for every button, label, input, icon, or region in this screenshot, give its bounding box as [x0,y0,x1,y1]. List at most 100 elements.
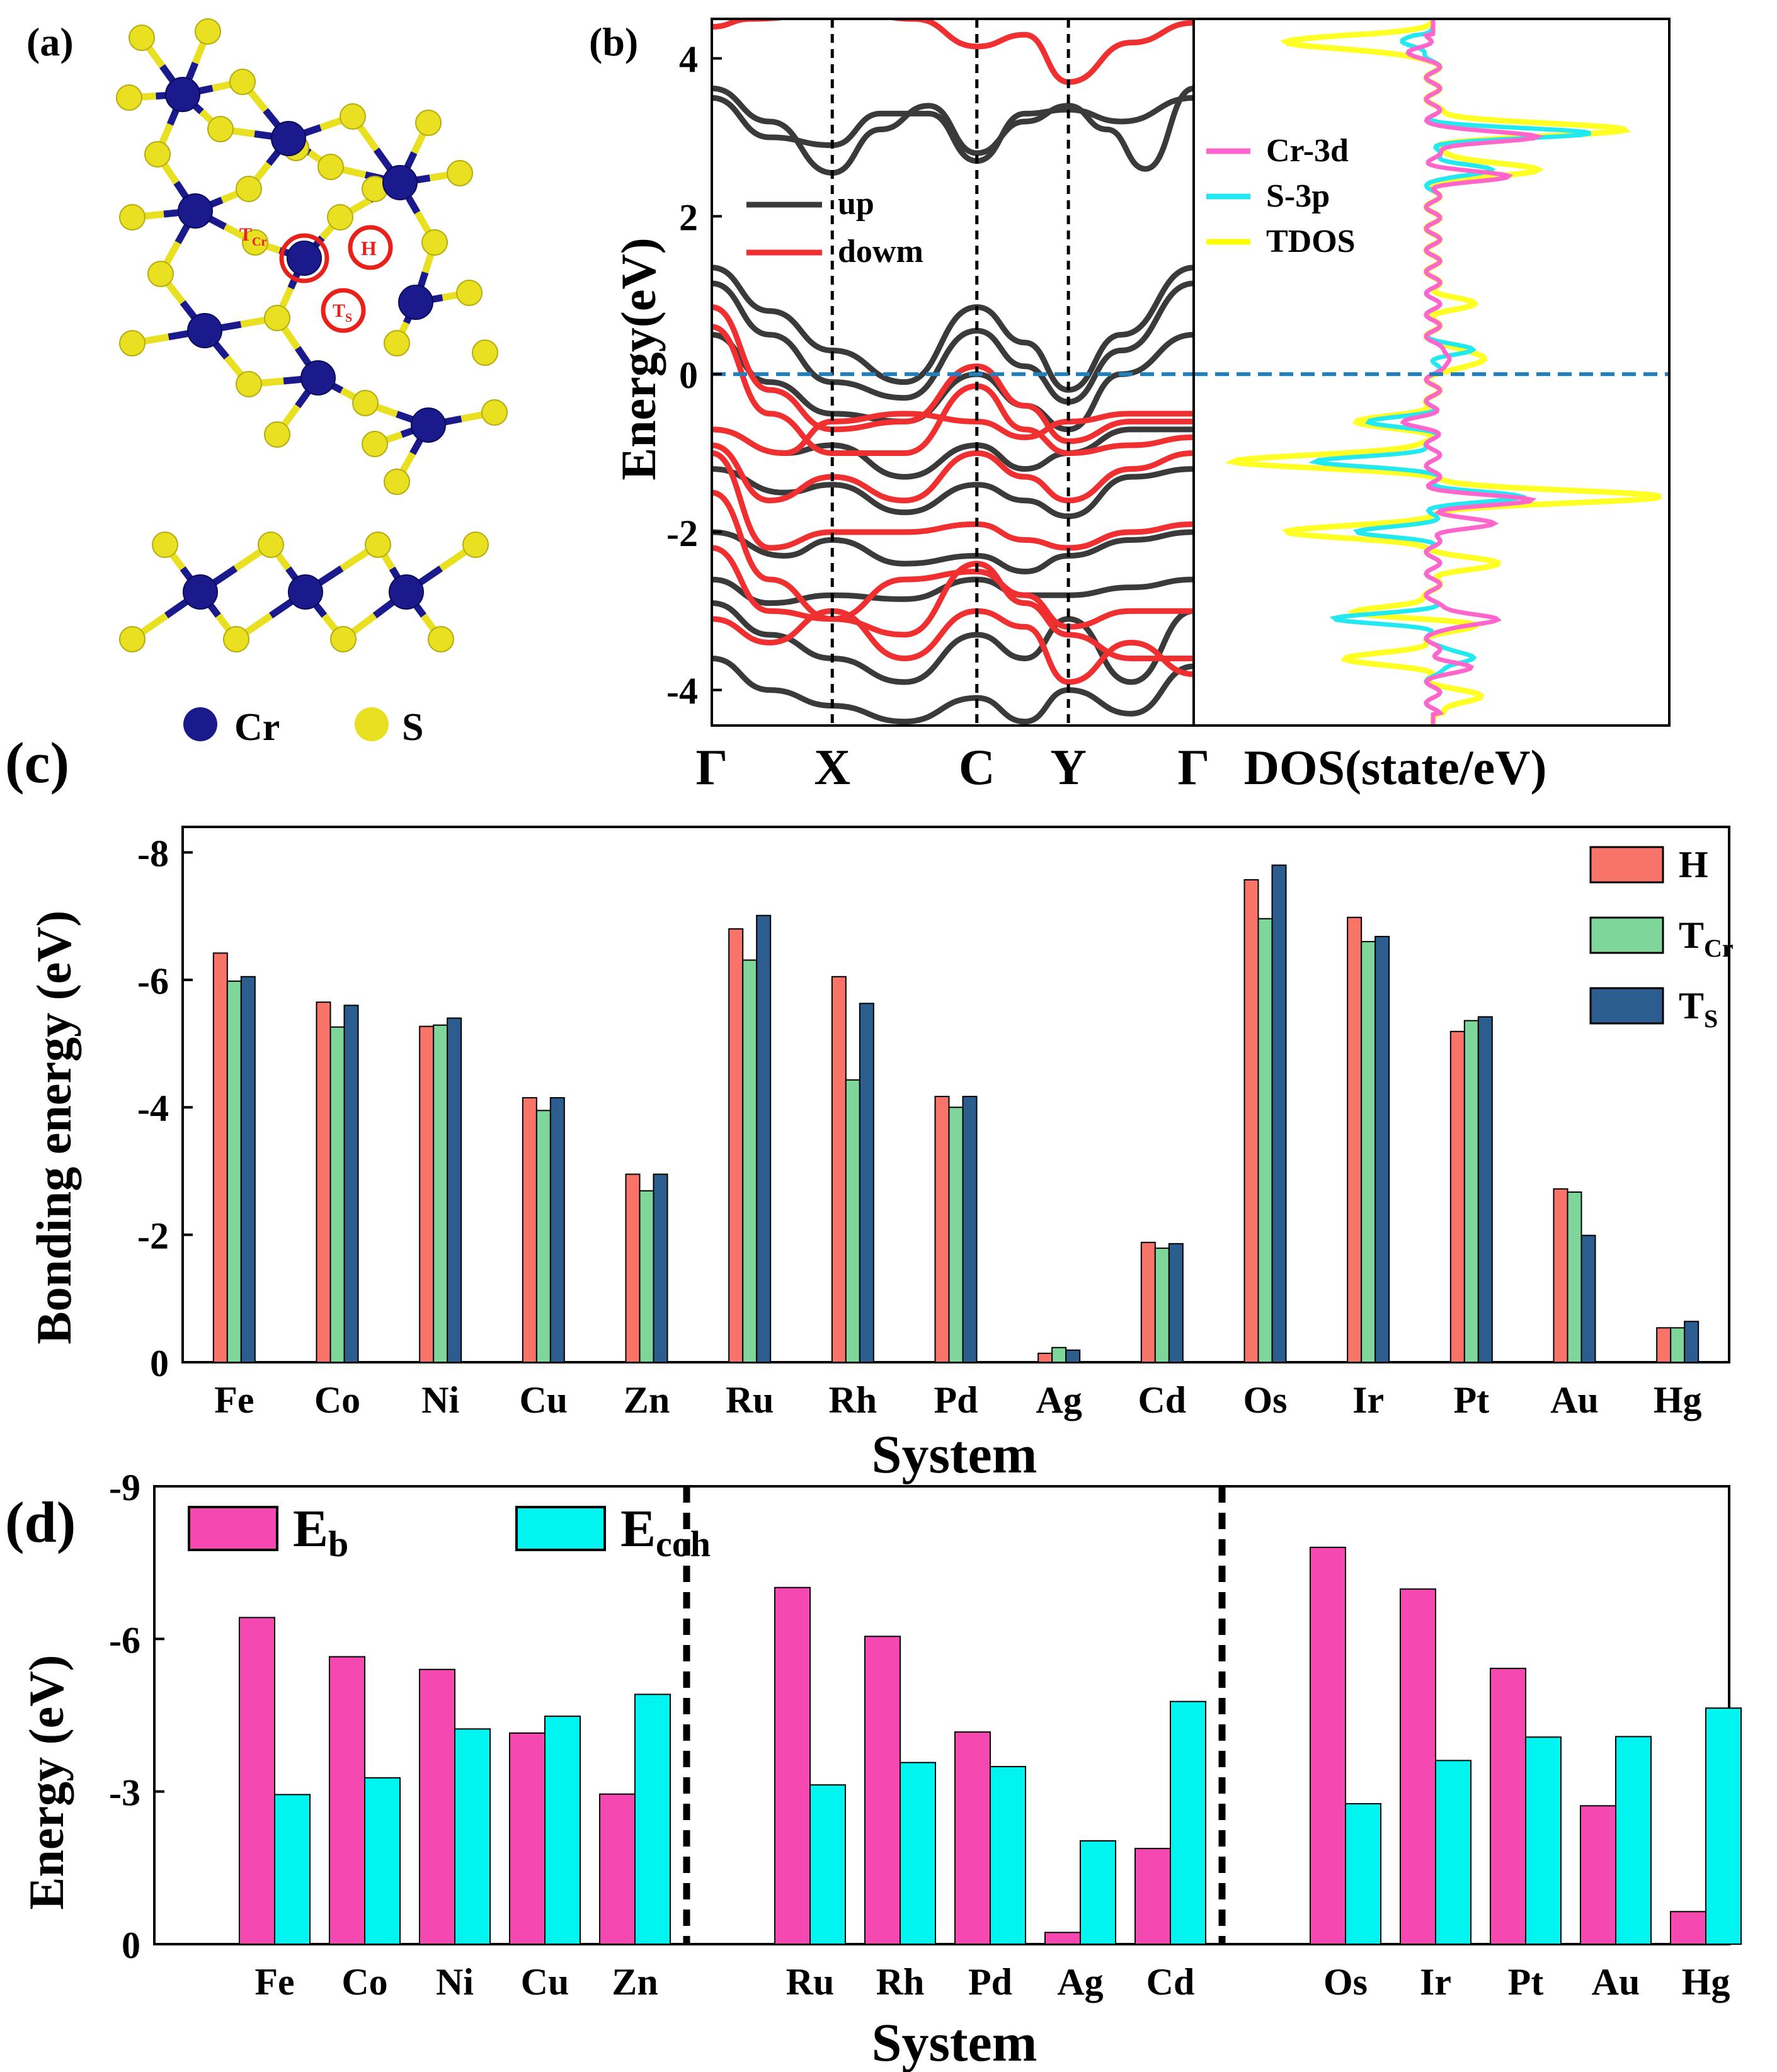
c-legend-swatch [1589,916,1664,954]
sulfur-atom [236,176,262,202]
d-bar-ecoh [1080,1840,1116,1945]
d-bar-eb [419,1668,455,1945]
band-down [712,489,1194,630]
c-bar-tcr [845,1079,860,1363]
d-bar-ecoh [274,1794,311,1945]
c-bar-h [831,976,847,1363]
c-bar-tcr [329,1026,345,1363]
c-bar-ts [549,1097,565,1363]
c-legend-swatch [1589,987,1664,1025]
b-kpoint-label: Y [1050,740,1087,795]
panel-c-label: (c) [5,731,69,795]
d-y-axis-title: Energy (eV) [19,1654,74,1910]
d-x-tick-label: Os [1323,1961,1368,2003]
crystal-side-view [119,532,489,652]
c-bar-ts [653,1173,668,1363]
c-y-axis-title: Bonding energy (eV) [26,911,81,1345]
d-bar-ecoh [900,1762,936,1945]
adsorption-site-tcr: TCr [239,224,329,283]
sulfur-atom [229,69,256,95]
d-bar-eb [1134,1848,1171,1945]
sulfur-atom [258,532,284,558]
sulfur-atom [129,25,155,51]
panel-c: (c) Bonding energy (eV) 0 -2 -4 -6 -8 Fe Co Ni C… [5,731,1734,1484]
c-bar-ts [756,914,772,1363]
atom-legend: Cr S [183,706,423,749]
sulfur-atom [242,229,268,256]
chromium-atom [288,574,323,610]
panel-a-label: (a) [26,20,74,64]
c-bar-ts [859,1003,874,1363]
sulfur-atom [223,626,249,652]
d-x-tick-label: Ni [436,1961,474,2003]
panel-a: (a) TCr H TS Cr S [26,18,508,749]
c-x-axis-title: System [872,1424,1037,1484]
chromium-atom [187,313,222,348]
panel-d-label: (d) [5,1490,76,1554]
d-y-tick-label: -3 [109,1772,140,1814]
b-kpoint-label: Γ [1178,740,1210,795]
c-bar-tcr [948,1107,964,1363]
c-bar-tcr [226,980,242,1363]
c-x-tick-label: Hg [1654,1379,1702,1421]
d-x-tick-label: Ir [1420,1961,1451,2003]
b-dos-frame [1192,18,1671,727]
d-x-tick-label: Fe [254,1961,294,2003]
c-bar-tcr [742,959,758,1363]
d-bar-eb [1044,1932,1081,1945]
tcr-label: TCr [239,224,266,249]
band-down [712,608,1194,685]
sulfur-atom [236,371,262,397]
c-bar-ts [1684,1321,1700,1363]
c-bar-tcr [1257,918,1273,1363]
d-x-tick-label: Pd [968,1961,1012,2003]
chromium-atom [389,574,424,610]
band-up [712,466,1194,520]
c-x-tick-label: Fe [214,1379,254,1421]
sulfur-atom [340,103,366,130]
b-kpoint-label: Γ [696,740,728,795]
c-y-tick-label: -2 [137,1215,169,1257]
b-y-tick-label: -4 [666,671,698,712]
b-kpoint-label: X [814,740,850,795]
sulfur-atom [456,280,483,306]
sulfur-atom [384,469,410,495]
sulfur-atom [119,204,146,231]
band-structure-plot: -4 -2 0 2 4 Γ X C Y Γup dowm [666,18,1210,795]
band-down [712,442,1194,504]
chromium-atom [411,407,446,443]
sulfur-atom [330,626,357,652]
c-legend-label: TCr [1679,914,1734,962]
sulfur-atom [421,229,448,256]
c-bar-h [1243,879,1259,1363]
d-bar-eb [599,1793,636,1945]
sulfur-atom [119,330,146,356]
band-up [712,280,1194,405]
c-bar-ts [1065,1349,1081,1363]
d-bar-ecoh [990,1766,1026,1945]
s-legend-marker [355,707,389,741]
sulfur-atom [147,261,174,287]
d-y-tick-label: -6 [109,1619,140,1661]
c-bar-ts [343,1005,359,1363]
sulfur-atom [415,110,442,136]
band-up [712,655,1194,725]
c-x-tick-label: Rh [828,1379,877,1421]
d-bar-eb [1490,1668,1526,1945]
d-bar-eb [1670,1911,1706,1945]
c-bar-h [212,952,228,1363]
band-up [712,94,1194,164]
chromium-atom [271,121,306,156]
chromium-atom [382,165,418,200]
c-bar-ts [1168,1243,1184,1363]
panel-b-label: (b) [589,20,638,64]
d-legend-label: Eb [293,1500,348,1564]
c-x-tick-label: Ag [1036,1379,1082,1421]
c-x-tick-label: Au [1550,1379,1599,1421]
c-bar-h [1347,916,1363,1363]
chromium-atom [178,193,213,229]
sulfur-atom [462,532,489,558]
adsorption-site-h: H [348,225,393,270]
c-bar-h [1140,1241,1156,1363]
d-bar-eb [239,1617,275,1945]
